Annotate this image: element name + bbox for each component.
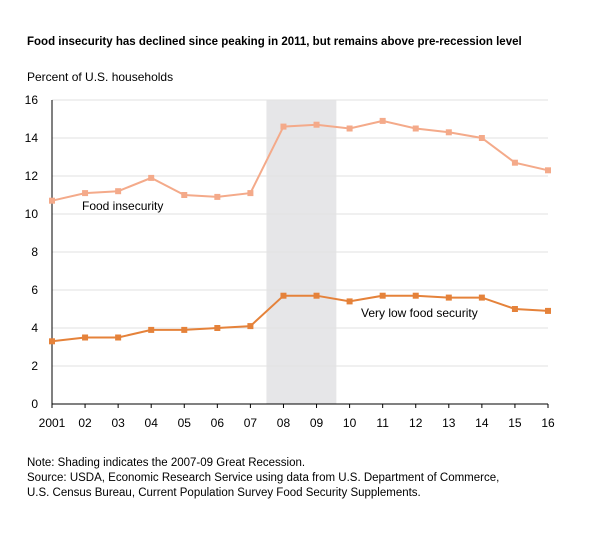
series-0-point (412, 125, 419, 132)
series-label-very-low-food-security: Very low food security (361, 306, 478, 320)
series-line-0 (51, 119, 549, 202)
y-tick-label: 0 (31, 397, 38, 411)
series-1-point (49, 338, 55, 345)
series-1-point (511, 306, 518, 312)
x-tick-label: 06 (211, 416, 225, 430)
y-tick-label: 14 (25, 131, 39, 145)
source-line-2: U.S. Census Bureau, Current Population S… (27, 487, 421, 499)
series-0-point (148, 174, 155, 181)
x-tick-label: 2001 (39, 416, 66, 430)
x-tick-label: 15 (508, 416, 522, 430)
series-1-point (115, 334, 122, 341)
source-line-1: Source: USDA, Economic Research Service … (27, 472, 500, 484)
series-1-point (445, 294, 452, 301)
x-tick-label: 11 (376, 416, 389, 430)
series-0-point (247, 190, 254, 197)
series-1-point (412, 292, 419, 299)
series-0-point (181, 192, 188, 198)
chart-title: Food insecurity has declined since peaki… (27, 36, 522, 48)
series-1-point (313, 292, 320, 299)
x-tick-label: 05 (178, 416, 192, 430)
y-tick-label: 8 (31, 245, 38, 259)
series-1-point (346, 298, 353, 305)
series-label-food-insecurity: Food insecurity (82, 199, 163, 213)
x-tick-label: 10 (343, 416, 357, 430)
series-0-point (379, 117, 386, 124)
series-0-point (445, 129, 452, 136)
x-tick-label: 02 (78, 416, 92, 430)
x-tick-label: 04 (145, 416, 159, 430)
series-0-point (280, 123, 287, 130)
series-1-point (148, 326, 155, 333)
series-0-point (346, 125, 353, 132)
series-1-point (214, 325, 221, 331)
series-0-point (214, 193, 221, 200)
series-0-point (115, 188, 122, 195)
x-tick-label: 08 (277, 416, 291, 430)
x-tick-label: 14 (475, 416, 489, 430)
chart-notes: Note: Shading indicates the 2007-09 Grea… (27, 456, 499, 501)
y-tick-label: 10 (25, 207, 39, 221)
series-1-point (247, 323, 254, 330)
series-0-point (82, 190, 89, 197)
series-0-point (545, 167, 551, 174)
x-tick-label: 09 (310, 416, 324, 430)
series-1-point (280, 292, 287, 299)
series-0-point (313, 121, 320, 128)
series-1-point (181, 326, 188, 333)
y-tick-label: 6 (31, 283, 38, 297)
y-tick-label: 2 (31, 359, 38, 373)
series-1-point (379, 292, 386, 299)
x-tick-label: 16 (541, 416, 555, 430)
x-tick-label: 03 (111, 416, 125, 430)
series-0-point (511, 159, 518, 166)
series-0-point (478, 135, 485, 141)
series-0-point (49, 197, 55, 204)
x-tick-label: 07 (244, 416, 258, 430)
series-1-point (478, 294, 485, 301)
x-tick-label: 12 (409, 416, 423, 430)
y-tick-label: 16 (25, 93, 39, 107)
y-tick-label: 12 (25, 169, 39, 183)
series-1-point (82, 334, 89, 341)
y-axis-label: Percent of U.S. households (27, 70, 174, 84)
x-tick-label: 13 (442, 416, 456, 430)
note-shading: Note: Shading indicates the 2007-09 Grea… (27, 457, 306, 469)
series-1-point (545, 307, 551, 314)
series-line-1 (51, 294, 549, 343)
y-tick-label: 4 (31, 321, 38, 335)
